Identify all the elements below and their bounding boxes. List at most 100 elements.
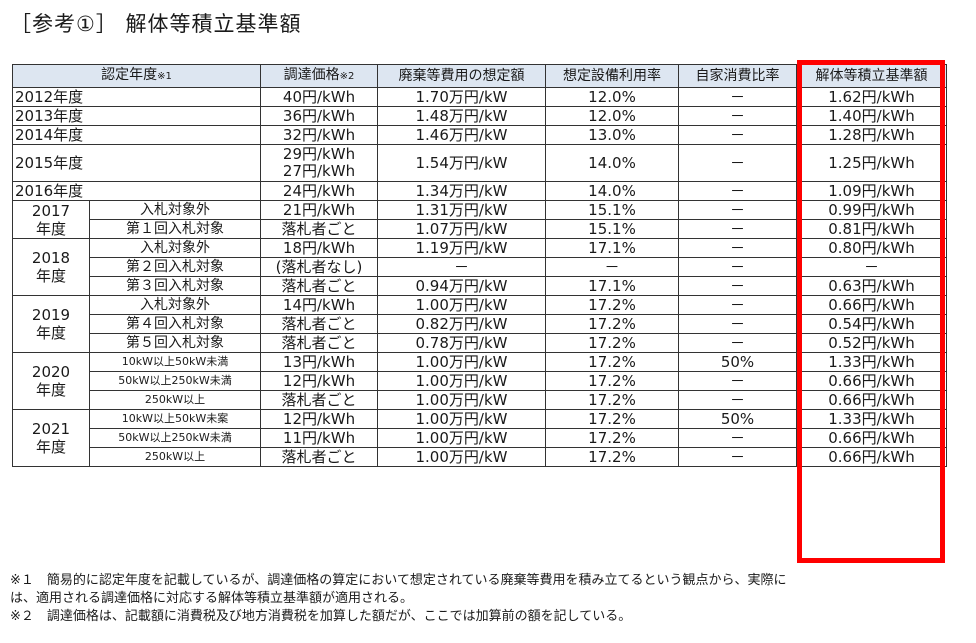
header-price: 調達価格※2: [260, 64, 378, 88]
table-row: 50kW以上250kW未満 11円/kWh 1.00万円/kW 17.2% － …: [13, 428, 947, 448]
category-cell: 入札対象外: [89, 200, 261, 220]
capacity-cell: 17.1%: [545, 276, 679, 296]
category-cell: 入札対象外: [89, 238, 261, 258]
price-cell: 13円/kWh: [260, 352, 378, 372]
selfuse-cell: －: [678, 87, 797, 107]
year-cell: 2016年度: [12, 181, 261, 201]
disposal-cell: 1.19万円/kW: [377, 238, 546, 258]
standard-cell: 0.66円/kWh: [796, 447, 947, 467]
selfuse-cell: －: [678, 371, 797, 391]
header-disposal: 廃棄等費用の想定額: [377, 64, 546, 88]
price-cell: 29円/kWh 27円/kWh: [260, 144, 378, 182]
capacity-cell: 14.0%: [545, 144, 679, 182]
standard-cell: 0.52円/kWh: [796, 333, 947, 353]
disposal-cell: 1.00万円/kW: [377, 428, 546, 448]
price-cell: (落札者なし): [260, 257, 378, 277]
selfuse-cell: －: [678, 219, 797, 239]
price-cell: 11円/kWh: [260, 428, 378, 448]
table-row: 2020 年度 10kW以上50kW未満 13円/kWh 1.00万円/kW 17…: [12, 352, 947, 410]
capacity-cell: 17.1%: [545, 238, 679, 258]
selfuse-cell: －: [678, 125, 797, 145]
category-cell: 入札対象外: [89, 295, 261, 315]
price-cell: 14円/kWh: [260, 295, 378, 315]
selfuse-cell: －: [678, 106, 797, 126]
standard-cell: 1.33円/kWh: [796, 352, 947, 372]
standard-cell: 1.28円/kWh: [796, 125, 947, 145]
price-cell: 落札者ごと: [260, 219, 378, 239]
disposal-cell: 1.07万円/kW: [377, 219, 546, 239]
standard-cell: 0.99円/kWh: [796, 200, 947, 220]
price-cell: 24円/kWh: [260, 181, 378, 201]
disposal-cell: 1.48万円/kW: [377, 106, 546, 126]
accumulation-standard-table: 認定年度※1 調達価格※2 廃棄等費用の想定額 想定設備利用率 自家消費比率 解…: [12, 64, 947, 467]
year-group-cell: 2019 年度: [12, 295, 90, 353]
table-row: 2012年度 40円/kWh 1.70万円/kW 12.0% － 1.62円/k…: [12, 87, 947, 107]
standard-cell: 1.62円/kWh: [796, 87, 947, 107]
footnote-1-line-1: ※１ 簡易的に認定年度を記載しているが、調達価格の算定において想定されている廃棄…: [10, 573, 787, 588]
selfuse-cell: －: [678, 390, 797, 410]
standard-cell: 1.09円/kWh: [796, 181, 947, 201]
capacity-cell: 12.0%: [545, 106, 679, 126]
capacity-cell: 15.1%: [545, 200, 679, 220]
price-cell: 12円/kWh: [260, 371, 378, 391]
table-row: 2019 年度 入札対象外 14円/kWh 1.00万円/kW 17.2% － 0…: [12, 295, 947, 353]
header-capacity: 想定設備利用率: [545, 64, 679, 88]
capacity-cell: 14.0%: [545, 181, 679, 201]
category-cell: 第２回入札対象: [89, 257, 261, 277]
selfuse-cell: －: [678, 238, 797, 258]
disposal-cell: 1.34万円/kW: [377, 181, 546, 201]
category-cell: 10kW以上50kW未満: [89, 352, 261, 372]
disposal-cell: 1.70万円/kW: [377, 87, 546, 107]
category-cell: 50kW以上250kW未満: [89, 371, 261, 391]
table-header-row: 認定年度※1 調達価格※2 廃棄等費用の想定額 想定設備利用率 自家消費比率 解…: [12, 64, 947, 88]
table-row: 2018 年度 入札対象外 18円/kWh 1.19万円/kW 17.1% － 0…: [12, 238, 947, 296]
table-row: 250kW以上 落札者ごと 1.00万円/kW 17.2% － 0.66円/kW…: [13, 447, 947, 467]
disposal-cell: 1.46万円/kW: [377, 125, 546, 145]
category-cell: 50kW以上250kW未満: [89, 428, 261, 448]
category-cell: 250kW以上: [89, 390, 261, 410]
category-cell: 10kW以上50kW未案: [89, 409, 261, 429]
capacity-cell: 17.2%: [545, 447, 679, 467]
standard-cell: 1.40円/kWh: [796, 106, 947, 126]
standard-cell: 0.66円/kWh: [796, 428, 947, 448]
table-row: 2021 年度 10kW以上50kW未案 12円/kWh 1.00万円/kW 17…: [12, 409, 947, 467]
price-cell: 36円/kWh: [260, 106, 378, 126]
footnote-1-line-2: は、適用される調達価格に対応する解体等積立基準額が適用される。: [10, 591, 414, 606]
capacity-cell: 17.2%: [545, 295, 679, 315]
standard-cell: 0.66円/kWh: [796, 295, 947, 315]
selfuse-cell: －: [678, 181, 797, 201]
table-row: 第３回入札対象 落札者ごと 0.94万円/kW 17.1% － 0.63円/kW…: [13, 276, 947, 296]
price-cell: 落札者ごと: [260, 333, 378, 353]
table-row: 250kW以上 落札者ごと 1.00万円/kW 17.2% － 0.66円/kW…: [13, 390, 947, 410]
year-group-cell: 2021 年度: [12, 409, 90, 467]
category-cell: 第５回入札対象: [89, 333, 261, 353]
standard-cell: 0.80円/kWh: [796, 238, 947, 258]
disposal-cell: 1.00万円/kW: [377, 390, 546, 410]
year-cell: 2013年度: [12, 106, 261, 126]
page-title: ［参考①］ 解体等積立基準額: [10, 12, 302, 36]
selfuse-cell: －: [678, 276, 797, 296]
capacity-cell: 17.2%: [545, 314, 679, 334]
table-row: 2016年度 24円/kWh 1.34万円/kW 14.0% － 1.09円/k…: [12, 181, 947, 201]
capacity-cell: －: [545, 257, 679, 277]
header-year: 認定年度※1: [12, 64, 261, 88]
disposal-cell: －: [377, 257, 546, 277]
table-row: 第４回入札対象 落札者ごと 0.82万円/kW 17.2% － 0.54円/kW…: [13, 314, 947, 334]
capacity-cell: 17.2%: [545, 409, 679, 429]
disposal-cell: 1.31万円/kW: [377, 200, 546, 220]
footnote-2: ※２ 調達価格は、記載額に消費税及び地方消費税を加算した額だが、ここでは加算前の…: [10, 609, 632, 624]
category-cell: 第４回入札対象: [89, 314, 261, 334]
table-row: 第５回入札対象 落札者ごと 0.78万円/kW 17.2% － 0.52円/kW…: [13, 333, 947, 353]
disposal-cell: 1.00万円/kW: [377, 352, 546, 372]
year-group-cell: 2017 年度: [12, 200, 90, 239]
standard-cell: 1.33円/kWh: [796, 409, 947, 429]
selfuse-cell: －: [678, 428, 797, 448]
price-cell: 落札者ごと: [260, 314, 378, 334]
price-cell: 12円/kWh: [260, 409, 378, 429]
year-cell: 2015年度: [12, 144, 261, 182]
price-cell: 落札者ごと: [260, 390, 378, 410]
capacity-cell: 12.0%: [545, 87, 679, 107]
standard-cell: 0.81円/kWh: [796, 219, 947, 239]
disposal-cell: 1.00万円/kW: [377, 371, 546, 391]
capacity-cell: 15.1%: [545, 219, 679, 239]
